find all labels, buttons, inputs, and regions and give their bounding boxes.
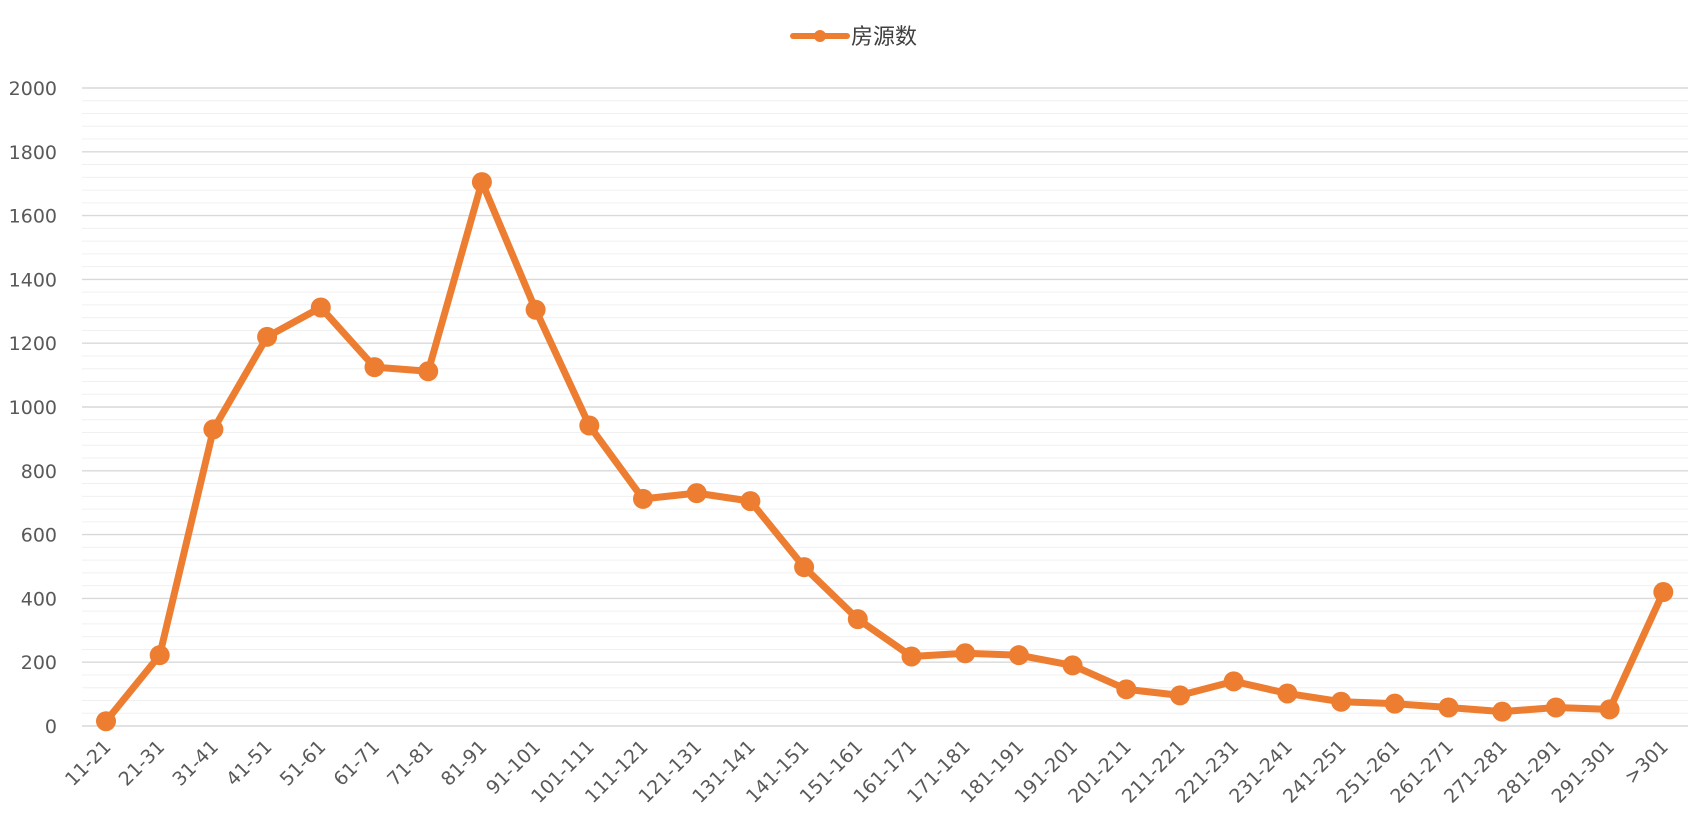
data-point — [310, 297, 331, 318]
data-point — [1277, 683, 1298, 704]
data-point — [1331, 691, 1352, 712]
data-point — [1062, 655, 1083, 676]
data-point — [1116, 679, 1137, 700]
data-point — [740, 491, 761, 512]
x-tick-label: 41-51 — [222, 736, 277, 791]
data-point — [149, 645, 170, 666]
data-point — [633, 488, 653, 509]
y-tick-label: 2000 — [9, 78, 57, 100]
y-tick-label: 1800 — [9, 142, 57, 164]
y-axis: 0 200 400 600 800 1000 1200 1400 1600 1800 2000 — [9, 78, 57, 738]
data-point — [579, 415, 600, 436]
y-tick-label: 1200 — [9, 333, 57, 355]
data-point — [257, 326, 278, 347]
data-point — [1170, 685, 1190, 706]
data-point — [96, 711, 116, 732]
y-tick-label: 1600 — [9, 206, 57, 228]
legend-label: 房源数 — [851, 25, 917, 50]
x-tick-label: 71-81 — [383, 736, 438, 791]
data-point — [1438, 697, 1459, 718]
series-line — [102, 178, 1667, 725]
x-tick-label: >301 — [1620, 736, 1672, 788]
y-tick-label: 600 — [21, 525, 57, 547]
y-tick-label: 800 — [21, 461, 57, 483]
x-tick-label: 11-21 — [61, 736, 116, 791]
data-point — [955, 643, 976, 664]
data-point — [794, 557, 815, 578]
data-point — [1492, 701, 1513, 722]
gridlines — [82, 87, 1688, 727]
legend-marker-swatch — [814, 30, 826, 42]
legend: 房源数 — [790, 25, 917, 50]
data-point — [901, 646, 922, 667]
data-point — [1384, 693, 1405, 714]
data-point — [847, 609, 868, 630]
y-tick-label: 0 — [45, 716, 57, 738]
data-point — [686, 483, 707, 504]
data-point — [471, 172, 492, 193]
data-point — [1008, 645, 1029, 666]
data-point — [418, 361, 439, 382]
data-point — [203, 419, 224, 440]
y-tick-label: 400 — [21, 588, 57, 610]
y-tick-label: 1400 — [9, 269, 57, 291]
x-tick-label: 31-41 — [168, 736, 223, 791]
data-point — [1599, 699, 1620, 720]
series-layer — [96, 172, 1674, 732]
data-point — [525, 299, 546, 320]
x-tick-label: 21-31 — [115, 736, 170, 791]
y-tick-label: 200 — [21, 652, 57, 674]
x-axis: 11-21 21-31 31-41 41-51 51-61 61-71 71-81 81-91… — [61, 736, 1673, 808]
y-tick-label: 1000 — [9, 397, 57, 419]
data-point — [364, 357, 385, 378]
x-tick-label: 61-71 — [329, 736, 384, 791]
data-point — [1545, 697, 1566, 718]
x-tick-label: 51-61 — [276, 736, 331, 791]
data-point — [1223, 671, 1244, 692]
data-point — [1653, 582, 1674, 603]
